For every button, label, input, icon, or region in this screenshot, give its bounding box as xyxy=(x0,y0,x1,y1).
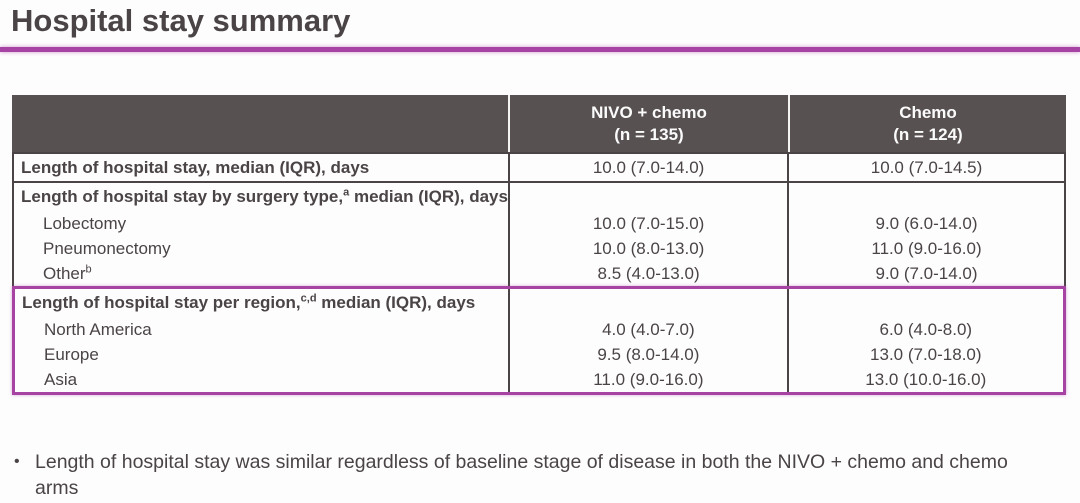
group-region-header: Length of hospital stay per region,c,d m… xyxy=(15,289,508,317)
row-north-america-text: North America xyxy=(44,320,152,339)
group-surgery-header-text: Length of hospital stay by surgery type, xyxy=(21,187,344,206)
row-lobectomy-text: Lobectomy xyxy=(43,214,127,233)
row-other-nivo-value: 8.5 (4.0-13.0) xyxy=(597,264,700,283)
footnote-marker-cd: c,d xyxy=(300,292,317,305)
title-underline xyxy=(0,47,1080,52)
row-lobectomy-chemo-value: 9.0 (6.0-14.0) xyxy=(875,214,978,233)
row-overall-stay-chemo-value: 10.0 (7.0-14.5) xyxy=(787,154,1064,181)
spacer xyxy=(510,289,786,317)
row-north-america-label: North America xyxy=(15,317,508,342)
row-other-label: Otherb xyxy=(14,261,508,286)
row-overall-stay-label: Length of hospital stay, median (IQR), d… xyxy=(21,158,370,177)
col-header-chemo-n: (n = 124) xyxy=(893,124,963,144)
group-region-header-tail: median (IQR), days xyxy=(316,293,476,312)
row-other-text: Other xyxy=(43,264,86,283)
bullet-marker: • xyxy=(14,453,20,470)
row-asia-text: Asia xyxy=(44,370,78,389)
row-pneumonectomy-nivo-value: 10.0 (8.0-13.0) xyxy=(592,239,705,258)
group-region-labels: Length of hospital stay per region,c,d m… xyxy=(15,289,508,392)
group-region-nivo-values: 4.0 (4.0-7.0) 9.5 (8.0-14.0) 11.0 (9.0-1… xyxy=(508,289,786,392)
summary-bullet-text: Length of hospital stay was similar rega… xyxy=(35,451,1008,499)
footnote-marker-b: b xyxy=(85,263,92,276)
col-header-chemo: Chemo (n = 124) xyxy=(788,95,1066,152)
row-europe-label: Europe xyxy=(15,342,508,367)
group-region-chemo-values: 6.0 (4.0-8.0) 13.0 (7.0-18.0) 13.0 (10.0… xyxy=(786,289,1063,392)
page-title: Hospital stay summary xyxy=(11,3,351,38)
row-overall-stay-nivo-value: 10.0 (7.0-14.0) xyxy=(508,154,787,181)
row-pneumonectomy-text: Pneumonectomy xyxy=(43,239,171,258)
group-region-header-text: Length of hospital stay per region, xyxy=(22,293,301,312)
spacer xyxy=(789,183,1064,211)
row-europe-text: Europe xyxy=(44,345,99,364)
row-pneumonectomy-chemo-value: 11.0 (9.0-16.0) xyxy=(871,239,982,258)
row-asia-label: Asia xyxy=(15,367,508,392)
row-europe-chemo-value: 13.0 (7.0-18.0) xyxy=(870,345,982,364)
group-surgery-type: Length of hospital stay by surgery type,… xyxy=(12,183,1066,286)
row-lobectomy-nivo-value: 10.0 (7.0-15.0) xyxy=(592,214,705,233)
row-lobectomy-label: Lobectomy xyxy=(14,211,508,236)
group-region-highlighted: Length of hospital stay per region,c,d m… xyxy=(12,286,1066,395)
col-header-nivo-n: (n = 135) xyxy=(614,124,684,144)
row-asia-nivo-value: 11.0 (9.0-16.0) xyxy=(593,370,704,389)
row-pneumonectomy-label: Pneumonectomy xyxy=(14,236,508,261)
col-header-nivo-chemo: NIVO + chemo (n = 135) xyxy=(508,95,788,152)
row-overall-stay: Length of hospital stay, median (IQR), d… xyxy=(12,152,1066,183)
row-europe-nivo-value: 9.5 (8.0-14.0) xyxy=(597,345,700,364)
row-other-chemo-value: 9.0 (7.0-14.0) xyxy=(875,264,978,283)
row-north-america-chemo-value: 6.0 (4.0-8.0) xyxy=(879,320,973,339)
footnote-marker-a: a xyxy=(343,186,350,199)
group-surgery-header-tail: median (IQR), days xyxy=(349,187,508,206)
hospital-stay-table: NIVO + chemo (n = 135) Chemo (n = 124) L… xyxy=(12,95,1066,395)
col-header-chemo-title: Chemo xyxy=(899,102,957,122)
group-surgery-nivo-values: 10.0 (7.0-15.0) 10.0 (8.0-13.0) 8.5 (4.0… xyxy=(508,183,787,286)
summary-bullet: • Length of hospital stay was similar re… xyxy=(14,449,1059,501)
table-header-row: NIVO + chemo (n = 135) Chemo (n = 124) xyxy=(12,95,1066,152)
spacer xyxy=(789,289,1063,317)
spacer xyxy=(510,183,787,211)
col-header-blank xyxy=(12,95,508,152)
row-asia-chemo-value: 13.0 (10.0-16.0) xyxy=(865,370,987,389)
row-north-america-nivo-value: 4.0 (4.0-7.0) xyxy=(602,320,695,339)
group-surgery-chemo-values: 9.0 (6.0-14.0) 11.0 (9.0-16.0) 9.0 (7.0-… xyxy=(787,183,1064,286)
group-surgery-header: Length of hospital stay by surgery type,… xyxy=(14,183,508,211)
col-header-nivo-title: NIVO + chemo xyxy=(591,102,707,122)
group-surgery-labels: Length of hospital stay by surgery type,… xyxy=(14,183,508,286)
